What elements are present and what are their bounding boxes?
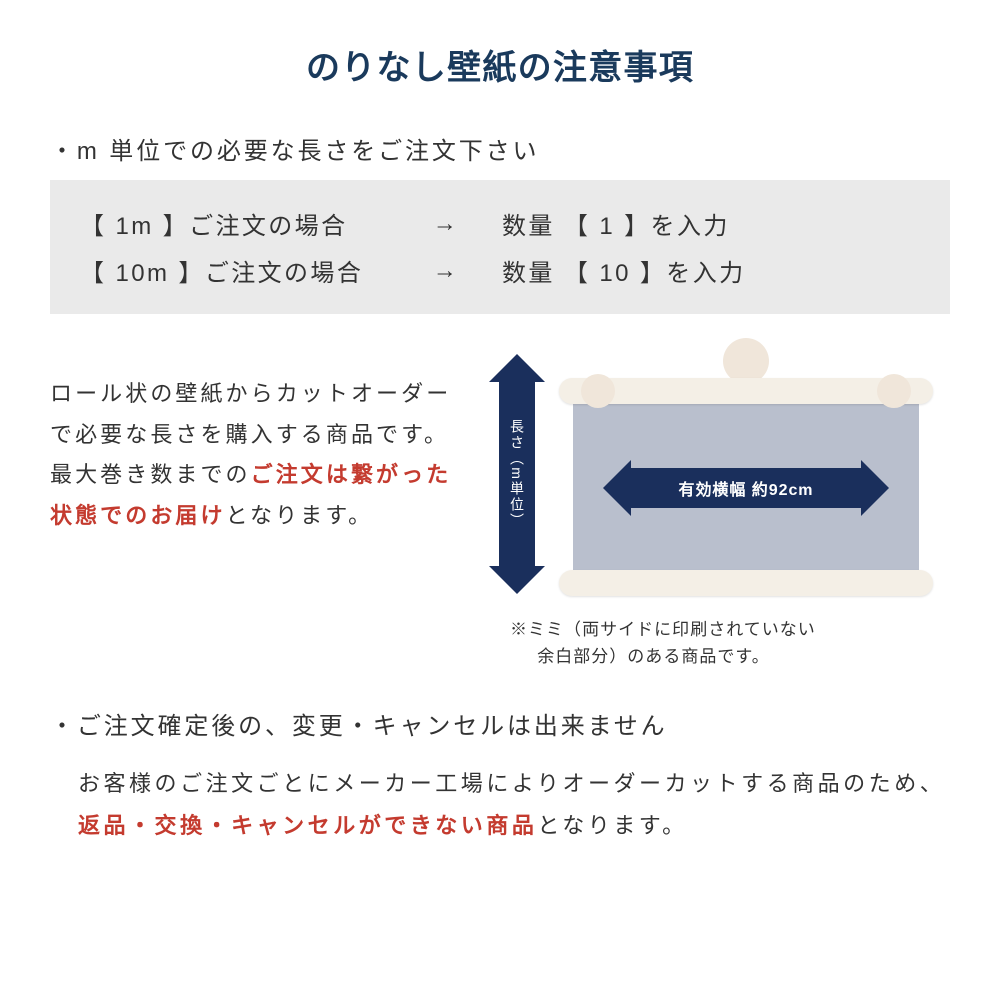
roll-edge — [559, 570, 933, 596]
body2-part2: となります。 — [537, 813, 687, 838]
vertical-arrow: 長さ（m単位） — [489, 354, 545, 594]
horizontal-arrow: 有効横幅 約92cm — [603, 468, 889, 508]
diagram-wrap: 長さ（m単位） 有効横幅 約92cm ※ミミ（両サイドに印刷さ — [480, 344, 950, 670]
diagram-note: ※ミミ（両サイドに印刷されていない 余白部分）のある商品です。 — [510, 616, 920, 670]
cancel-policy-text: お客様のご注文ごとにメーカー工場によりオーダーカットする商品のため、返品・交換・… — [50, 755, 950, 847]
wallpaper-sheet: 有効横幅 約92cm — [573, 392, 919, 584]
body2-part1: お客様のご注文ごとにメーカー工場によりオーダーカットする商品のため、 — [78, 771, 945, 796]
example-right: 数量 【 10 】を入力 — [502, 253, 746, 288]
wallpaper-roll-illustration: 有効横幅 約92cm — [551, 344, 941, 604]
note-line2: 余白部分）のある商品です。 — [510, 643, 920, 670]
example-right: 数量 【 1 】を入力 — [502, 206, 730, 241]
page-title: のりなし壁紙の注意事項 — [50, 40, 950, 89]
vertical-arrow-label: 長さ（m単位） — [499, 382, 535, 566]
section-cancel-policy: ご注文確定後の、変更・キャンセルは出来ません お客様のご注文ごとにメーカー工場に… — [50, 706, 950, 847]
arrow-icon: → — [426, 257, 466, 285]
wallpaper-diagram: 長さ（m単位） 有効横幅 約92cm — [489, 344, 941, 604]
bullet-heading-no-cancel: ご注文確定後の、変更・キャンセルは出来ません — [50, 706, 950, 741]
hand-icon — [581, 374, 615, 408]
mid-text-part2: となります。 — [226, 503, 374, 528]
arrow-down-icon — [489, 566, 545, 594]
order-example-row: 【 10m 】ご注文の場合 → 数量 【 10 】を入力 — [80, 247, 920, 294]
arrow-left-icon — [603, 460, 631, 516]
example-left: 【 1m 】ご注文の場合 — [80, 206, 390, 241]
order-example-box: 【 1m 】ご注文の場合 → 数量 【 1 】を入力 【 10m 】ご注文の場合… — [50, 180, 950, 314]
bullet-heading-order-unit: m 単位での必要な長さをご注文下さい — [50, 131, 950, 166]
horizontal-arrow-label: 有効横幅 約92cm — [631, 468, 861, 508]
arrow-icon: → — [426, 210, 466, 238]
arrow-up-icon — [489, 354, 545, 382]
body2-emphasis: 返品・交換・キャンセルができない商品 — [78, 813, 537, 838]
order-example-row: 【 1m 】ご注文の場合 → 数量 【 1 】を入力 — [80, 200, 920, 247]
arrow-right-icon — [861, 460, 889, 516]
mid-paragraph: ロール状の壁紙からカットオーダーで必要な長さを購入する商品です。最大巻き数までの… — [50, 344, 466, 537]
hand-icon — [877, 374, 911, 408]
example-left: 【 10m 】ご注文の場合 — [80, 253, 390, 288]
mid-section: ロール状の壁紙からカットオーダーで必要な長さを購入する商品です。最大巻き数までの… — [50, 344, 950, 670]
note-line1: ※ミミ（両サイドに印刷されていない — [510, 620, 816, 639]
